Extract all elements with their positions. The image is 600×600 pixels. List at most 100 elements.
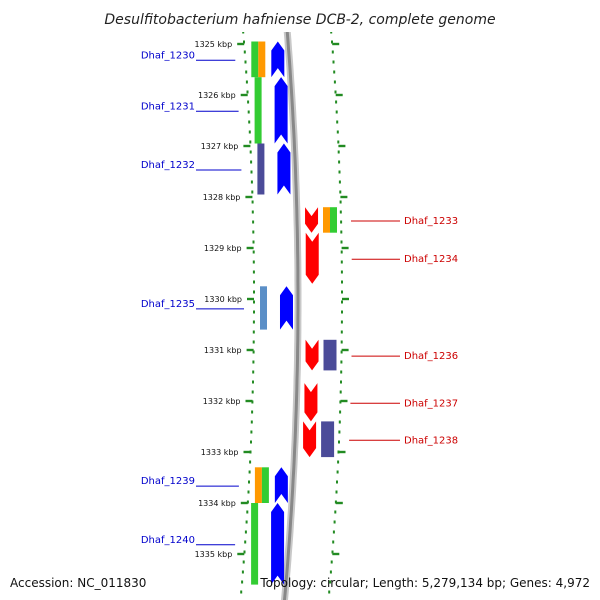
left-tick-dot <box>247 110 250 114</box>
gene-label[interactable]: Dhaf_1231 <box>141 101 195 112</box>
gene-feature-bar <box>258 41 266 78</box>
kbp-label: 1335 kbp <box>195 550 233 559</box>
left-tick-dot <box>250 430 253 434</box>
right-tick-dot <box>338 180 341 184</box>
gene-feature-bar <box>321 421 335 458</box>
gene-label[interactable]: Dhaf_1237 <box>404 398 458 409</box>
cds-arrow <box>271 503 285 585</box>
gene-label[interactable]: Dhaf_1239 <box>141 476 195 487</box>
kbp-label: 1329 kbp <box>204 244 242 253</box>
right-tick-dot <box>333 520 336 524</box>
right-tick-dot <box>338 170 341 174</box>
left-tick-dot <box>252 260 255 264</box>
right-tick-dot <box>340 230 343 234</box>
genome-backbone <box>280 0 302 600</box>
left-tick-dot <box>243 40 245 44</box>
left-tick-dot <box>250 180 253 184</box>
kbp-label: 1332 kbp <box>203 397 241 406</box>
gene-label[interactable]: Dhaf_1240 <box>141 535 195 546</box>
kbp-label: 1326 kbp <box>198 91 236 100</box>
kbp-label: 1333 kbp <box>201 448 239 457</box>
gene-label[interactable]: Dhaf_1230 <box>141 50 195 61</box>
gene-left-5[interactable]: Dhaf_1240 <box>141 503 285 585</box>
cds-arrow <box>271 41 285 78</box>
right-tick-dot <box>337 460 340 464</box>
left-major-tick <box>237 42 245 46</box>
gene-left-1[interactable]: Dhaf_1231 <box>141 77 288 144</box>
right-tick-dot <box>340 350 343 354</box>
gene-left-3[interactable]: Dhaf_1235 <box>141 286 293 330</box>
gene-feature-bar <box>323 207 330 233</box>
right-tick-dot <box>340 260 343 264</box>
left-tick-dot <box>250 440 252 444</box>
kbp-label: 1325 kbp <box>194 40 232 49</box>
left-tick-dot <box>246 90 249 94</box>
right-tick-dot <box>340 330 343 334</box>
left-tick-dot <box>242 560 245 564</box>
right-tick-dot <box>332 530 335 534</box>
right-tick-dot <box>340 250 343 254</box>
right-major-tick <box>332 42 340 46</box>
right-tick-dot <box>338 440 340 444</box>
left-tick-dot <box>247 490 250 494</box>
right-tick-dot <box>335 100 338 104</box>
left-tick-dot <box>253 280 255 284</box>
gene-right-0[interactable]: Dhaf_1233 <box>305 207 458 233</box>
gene-label[interactable]: Dhaf_1236 <box>404 351 458 362</box>
left-major-tick <box>245 399 253 403</box>
gene-left-4[interactable]: Dhaf_1239 <box>141 467 288 503</box>
position-markers: 1325 kbp 1326 kbp 1327 kbp 1328 kbp 1329 kbp… <box>194 40 242 559</box>
right-tick-dot <box>336 470 339 474</box>
right-major-tick <box>338 450 346 454</box>
right-tick-dot <box>337 150 340 154</box>
gene-right-3[interactable]: Dhaf_1237 <box>304 383 458 422</box>
cds-arrow <box>274 467 288 503</box>
cds-arrow <box>304 383 318 422</box>
right-tick-dot <box>337 140 340 144</box>
right-tick-dot <box>334 90 337 94</box>
summary-text: Topology: circular; Length: 5,279,134 bp… <box>259 576 590 590</box>
right-major-tick <box>332 552 340 556</box>
left-tick-dot <box>245 70 248 74</box>
left-major-tick <box>243 144 251 148</box>
left-major-tick <box>245 195 253 199</box>
gene-right-4[interactable]: Dhaf_1238 <box>303 421 458 458</box>
gene-label[interactable]: Dhaf_1235 <box>141 299 195 310</box>
left-major-tick <box>240 501 248 505</box>
cds-arrow <box>277 143 291 195</box>
left-tick-dot <box>247 100 250 104</box>
right-tick-dot <box>328 590 331 594</box>
left-tick-dot <box>244 530 247 534</box>
map-title: Desulfitobacterium hafniense DCB-2, comp… <box>104 12 495 28</box>
right-tick-dot <box>339 200 342 204</box>
right-tick-dot <box>340 380 342 384</box>
right-major-tick <box>340 399 348 403</box>
left-tick-dot <box>252 340 255 344</box>
left-tick-dot <box>252 220 255 224</box>
right-tick-dot <box>336 120 339 124</box>
left-tick-dot <box>252 370 255 374</box>
left-tick-dot <box>253 310 255 314</box>
left-tick-dot <box>253 290 255 294</box>
gene-feature-bar <box>254 77 262 144</box>
left-tick-dot <box>252 240 255 244</box>
left-tick-dot <box>245 80 248 84</box>
gene-label[interactable]: Dhaf_1234 <box>404 254 458 265</box>
right-tick-dot <box>340 240 343 244</box>
gene-label[interactable]: Dhaf_1232 <box>141 160 195 171</box>
right-tick-dot <box>335 490 338 494</box>
left-tick-dot <box>251 190 254 194</box>
right-tick-dot <box>338 430 341 434</box>
left-tick-dot <box>249 140 252 144</box>
gene-right-2[interactable]: Dhaf_1236 <box>305 339 459 371</box>
gene-label[interactable]: Dhaf_1238 <box>404 435 458 446</box>
left-tick-dot <box>252 360 255 364</box>
cds-arrow <box>303 421 317 458</box>
gene-left-0[interactable]: Dhaf_1230 <box>141 41 285 78</box>
left-tick-dot <box>252 350 255 354</box>
gene-right-1[interactable]: Dhaf_1234 <box>305 232 458 284</box>
right-tick-dot <box>332 540 335 544</box>
gene-left-2[interactable]: Dhaf_1232 <box>141 143 291 195</box>
gene-label[interactable]: Dhaf_1233 <box>404 216 458 227</box>
